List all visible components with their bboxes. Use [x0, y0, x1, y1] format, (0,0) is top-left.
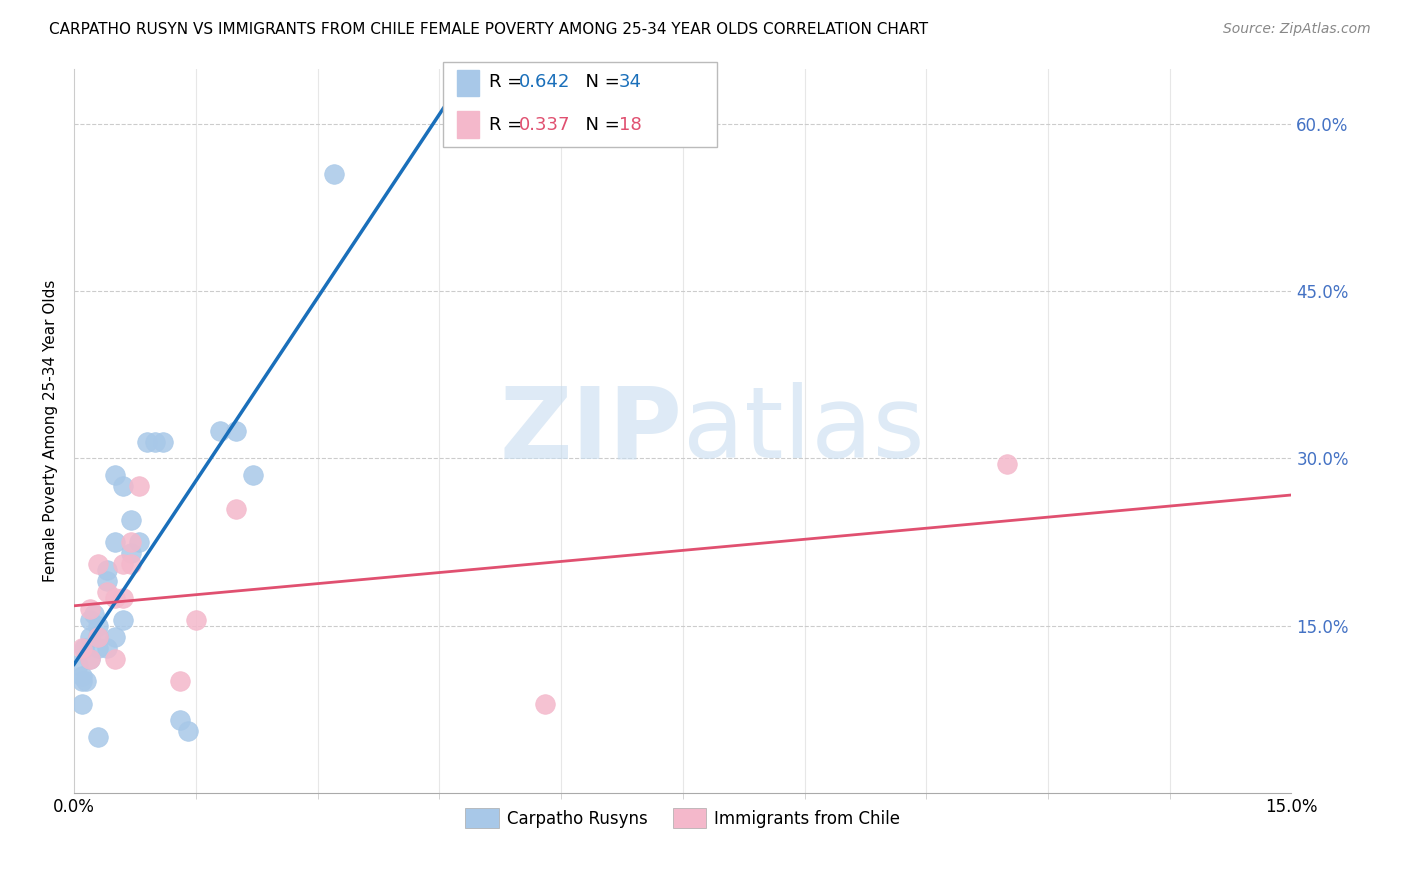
- Point: [96, 574, 118, 588]
- Point: [87, 630, 110, 644]
- Point: [128, 535, 150, 549]
- Point: [143, 434, 166, 449]
- Text: R =: R =: [489, 73, 529, 91]
- Text: 18: 18: [619, 116, 641, 134]
- Point: [322, 167, 344, 181]
- Point: [104, 468, 127, 483]
- Point: [87, 640, 110, 655]
- Legend: Carpatho Rusyns, Immigrants from Chile: Carpatho Rusyns, Immigrants from Chile: [458, 801, 907, 835]
- Point: [111, 479, 134, 493]
- Point: [169, 674, 191, 689]
- Point: [75, 674, 97, 689]
- Point: [96, 585, 118, 599]
- Text: atlas: atlas: [683, 382, 924, 479]
- Point: [152, 434, 174, 449]
- Point: [120, 546, 142, 560]
- Point: [79, 630, 101, 644]
- Point: [120, 535, 142, 549]
- Point: [67, 657, 90, 672]
- Point: [104, 652, 127, 666]
- Point: [177, 724, 200, 739]
- Point: [128, 479, 150, 493]
- Text: 0.642: 0.642: [519, 73, 571, 91]
- Text: N =: N =: [574, 73, 626, 91]
- Point: [136, 434, 159, 449]
- Point: [184, 613, 207, 627]
- Text: 34: 34: [619, 73, 641, 91]
- Point: [83, 607, 105, 622]
- Point: [120, 558, 142, 572]
- Point: [87, 618, 110, 632]
- Point: [104, 535, 127, 549]
- Point: [111, 613, 134, 627]
- Point: [79, 602, 101, 616]
- Point: [120, 513, 142, 527]
- Point: [73, 640, 96, 655]
- Point: [209, 424, 232, 438]
- Y-axis label: Female Poverty Among 25-34 Year Olds: Female Poverty Among 25-34 Year Olds: [44, 279, 58, 582]
- Point: [70, 697, 93, 711]
- Text: ZIP: ZIP: [501, 382, 683, 479]
- Point: [96, 563, 118, 577]
- Point: [104, 591, 127, 605]
- Point: [533, 697, 555, 711]
- Point: [87, 730, 110, 744]
- Point: [70, 668, 93, 682]
- Point: [70, 674, 93, 689]
- Text: N =: N =: [574, 116, 626, 134]
- Point: [96, 640, 118, 655]
- Text: R =: R =: [489, 116, 529, 134]
- Point: [79, 613, 101, 627]
- Point: [79, 652, 101, 666]
- Point: [242, 468, 264, 483]
- Text: Source: ZipAtlas.com: Source: ZipAtlas.com: [1223, 22, 1371, 37]
- Point: [70, 640, 93, 655]
- Point: [79, 652, 101, 666]
- Point: [169, 713, 191, 727]
- Point: [111, 591, 134, 605]
- Point: [111, 558, 134, 572]
- Text: 0.337: 0.337: [519, 116, 571, 134]
- Point: [87, 630, 110, 644]
- Point: [104, 630, 127, 644]
- Point: [225, 501, 247, 516]
- Point: [225, 424, 247, 438]
- Point: [997, 457, 1019, 471]
- Text: CARPATHO RUSYN VS IMMIGRANTS FROM CHILE FEMALE POVERTY AMONG 25-34 YEAR OLDS COR: CARPATHO RUSYN VS IMMIGRANTS FROM CHILE …: [49, 22, 928, 37]
- Point: [87, 558, 110, 572]
